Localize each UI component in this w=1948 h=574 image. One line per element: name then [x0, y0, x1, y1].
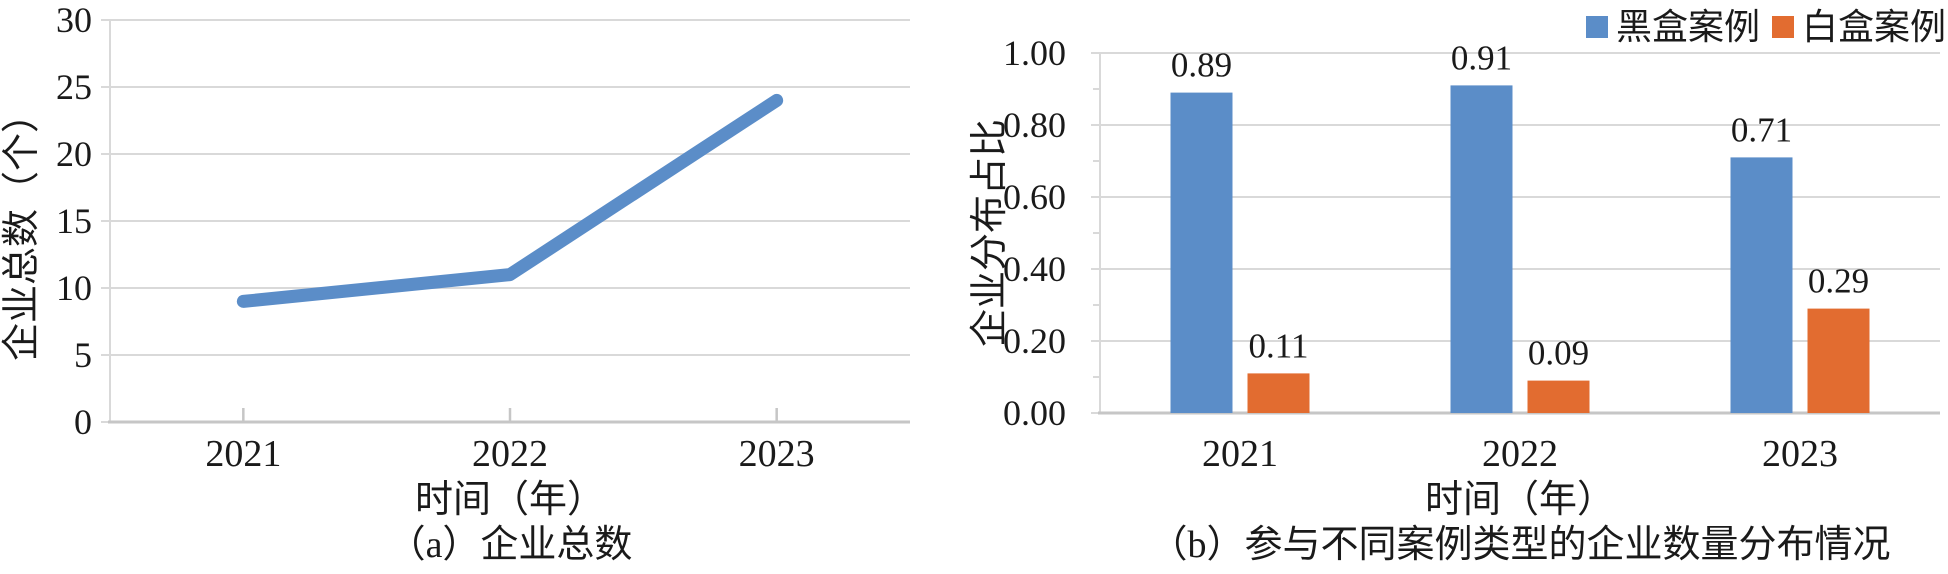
chart-b-legend: 黑盒案例 白盒案例 [1586, 7, 1946, 47]
legend-label-white-box: 白盒案例 [1802, 7, 1946, 47]
y-tick-label: 0.20 [1003, 321, 1066, 361]
generated-chart-layer: 0 5 10 15 20 25 30 2021 2022 2023 0.00 0.20 0.40 0.60… [56, 0, 1940, 475]
x-tick-label: 2021 [1202, 433, 1278, 475]
bar-series2-2021 [1247, 373, 1310, 413]
y-tick-label: 20 [56, 134, 92, 174]
y-tick-label: 15 [56, 201, 92, 241]
bar-value-label: 0.29 [1808, 262, 1869, 301]
y-tick-label: 0.80 [1003, 105, 1066, 145]
static-text-layer: 企业总数（个） 时间（年） （a）企业总数 企业分布占比 时间（年） （b）参与… [1, 7, 1946, 566]
chart-b-caption: （b）参与不同案例类型的企业数量分布情况 [1149, 524, 1890, 566]
bar-value-label: 0.71 [1731, 110, 1792, 149]
bar-value-label: 0.89 [1171, 46, 1232, 85]
bar-series2-2023 [1807, 308, 1870, 413]
y-tick-label: 30 [56, 0, 92, 40]
chart-b-x-axis-title: 时间（年） [1425, 479, 1615, 521]
legend-swatch-black-box-icon [1586, 16, 1608, 38]
y-tick-label: 25 [56, 67, 92, 107]
chart-a-caption: （a）企业总数 [388, 524, 633, 566]
bar-series1-2023 [1730, 157, 1793, 413]
bar-value-label: 0.11 [1249, 326, 1309, 365]
y-tick-label: 5 [74, 335, 92, 375]
chart-a-y-axis-title: 企业总数（个） [1, 95, 43, 361]
y-tick-label: 10 [56, 268, 92, 308]
y-tick-label: 0.60 [1003, 177, 1066, 217]
chart-b-y-axis-title: 企业分布占比 [969, 119, 1011, 347]
x-tick-label: 2023 [1762, 433, 1838, 475]
legend-swatch-white-box-icon [1772, 16, 1794, 38]
y-tick-label: 0.00 [1003, 393, 1066, 433]
y-tick-label: 0.40 [1003, 249, 1066, 289]
x-tick-label: 2023 [739, 433, 815, 475]
bar-series1-2021 [1170, 92, 1233, 413]
x-tick-label: 2022 [1482, 433, 1558, 475]
chart-a-x-axis-title: 时间（年） [415, 479, 605, 521]
y-tick-label: 0 [74, 402, 92, 442]
x-tick-label: 2021 [205, 433, 281, 475]
bar-value-label: 0.91 [1451, 38, 1512, 77]
y-tick-label: 1.00 [1003, 33, 1066, 73]
line-series-total-enterprises [236, 93, 784, 308]
legend-label-black-box: 黑盒案例 [1616, 7, 1760, 47]
bar-value-label: 0.09 [1528, 334, 1589, 373]
bar-series1-2022 [1450, 85, 1513, 414]
bar-series2-2022 [1527, 380, 1590, 413]
x-tick-label: 2022 [472, 433, 548, 475]
